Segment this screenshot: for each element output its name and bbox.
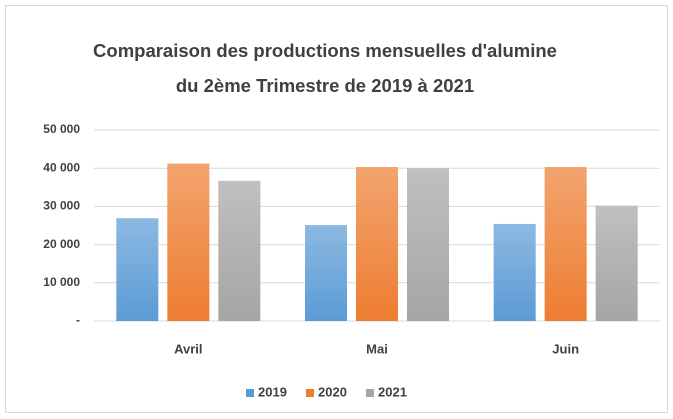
bar-sheen (218, 180, 261, 321)
bar-sheen (356, 167, 398, 321)
x-tick-label: Juin (552, 341, 579, 356)
y-tick-label: 20 000 (43, 237, 80, 251)
legend-swatch (306, 389, 314, 397)
chart-title: du 2ème Trimestre de 2019 à 2021 (176, 75, 474, 96)
bar-sheen (595, 205, 638, 321)
x-tick-label: Mai (366, 341, 388, 356)
bar-sheen (116, 218, 159, 321)
y-tick-label: 40 000 (43, 160, 80, 174)
y-tick-label: 50 000 (43, 122, 80, 136)
bar-sheen (493, 223, 536, 321)
legend-swatch (366, 389, 374, 397)
legend-label: 2019 (258, 384, 287, 399)
legend-label: 2020 (318, 384, 347, 399)
bar-sheen (167, 163, 210, 321)
bar-sheen (407, 168, 449, 321)
x-tick-label: Avril (174, 341, 202, 356)
legend-label: 2021 (378, 384, 407, 399)
y-tick-label: - (76, 313, 80, 327)
chart-title: Comparaison des productions mensuelles d… (93, 40, 557, 61)
bar-sheen (544, 167, 587, 321)
y-tick-label: 10 000 (43, 275, 80, 289)
bar-sheen (305, 225, 347, 321)
legend-swatch (246, 389, 254, 397)
y-tick-label: 30 000 (43, 199, 80, 213)
